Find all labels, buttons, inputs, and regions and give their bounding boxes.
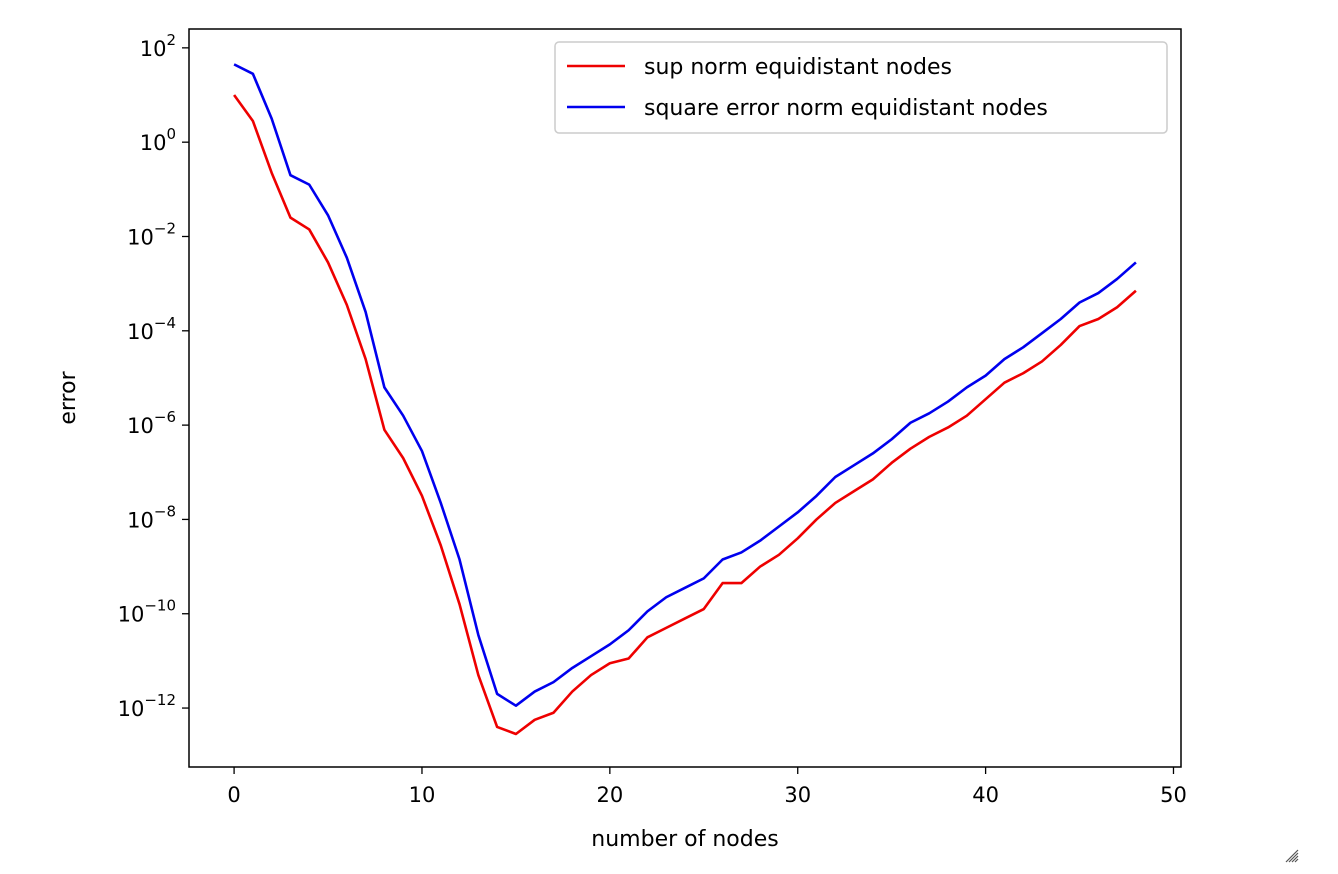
series-line-1	[233, 63, 1137, 708]
y-tick-label: 10−6	[127, 408, 176, 438]
series-layer	[233, 63, 1137, 736]
legend-label-square-error-norm: square error norm equidistant nodes	[644, 96, 1048, 121]
y-tick-label: 10−8	[127, 502, 176, 532]
series-line-0	[233, 94, 1137, 736]
x-axis: 0 10 20 30 40 50	[227, 767, 1187, 807]
x-tick-label: 10	[409, 783, 436, 807]
y-tick-label: 102	[140, 31, 176, 61]
legend-box	[554, 41, 1168, 134]
x-axis-title: number of nodes	[591, 827, 778, 852]
y-tick-label: 10−10	[118, 597, 176, 627]
y-axis-title: error	[56, 370, 81, 424]
legend-label-sup-norm: sup norm equidistant nodes	[644, 55, 952, 80]
x-tick-label: 50	[1160, 783, 1187, 807]
y-tick-label: 10−2	[127, 219, 176, 249]
y-axis: 102 100 10−2 10−4 10−6 10−8 10−10 10−12	[118, 31, 189, 721]
y-tick-label: 10−12	[118, 691, 176, 721]
x-tick-label: 0	[227, 783, 240, 807]
resize-grip-icon[interactable]	[1285, 849, 1299, 863]
legend: sup norm equidistant nodes square error …	[554, 41, 1168, 134]
plot-frame	[188, 28, 1182, 768]
x-tick-label: 40	[972, 783, 999, 807]
y-tick-label: 100	[140, 125, 176, 155]
x-tick-label: 30	[784, 783, 811, 807]
y-tick-label: 10−4	[127, 314, 176, 344]
x-tick-label: 20	[596, 783, 623, 807]
